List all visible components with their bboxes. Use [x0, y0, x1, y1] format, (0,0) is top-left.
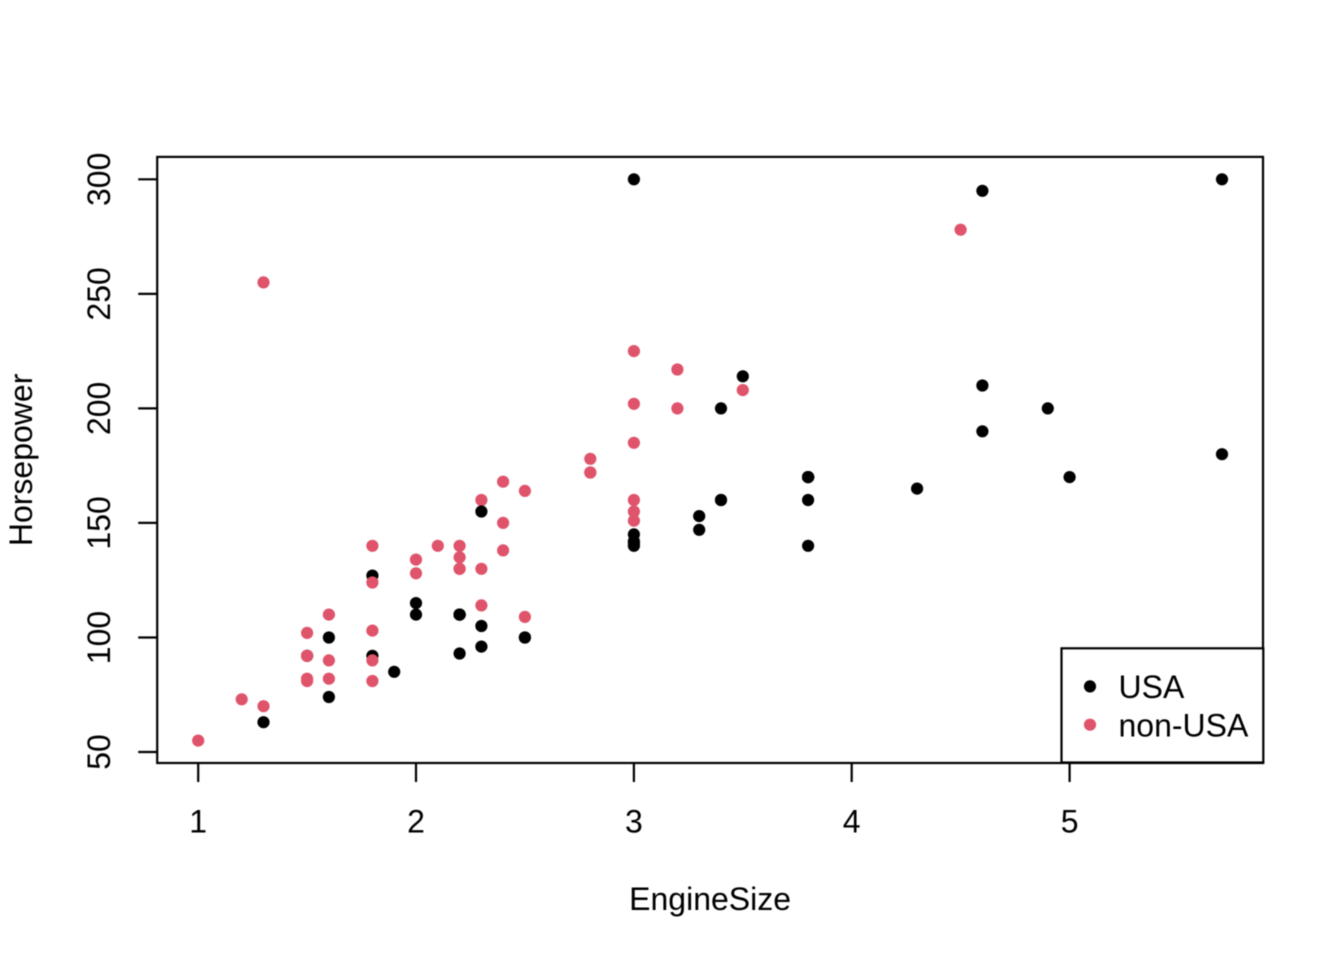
svg-text:50: 50: [81, 734, 117, 770]
svg-text:300: 300: [81, 153, 117, 206]
svg-text:EngineSize: EngineSize: [629, 881, 791, 917]
svg-text:250: 250: [81, 267, 117, 320]
svg-text:100: 100: [81, 611, 117, 664]
svg-text:2: 2: [407, 804, 425, 840]
svg-text:4: 4: [843, 804, 861, 840]
svg-text:3: 3: [625, 804, 643, 840]
svg-text:USA: USA: [1119, 669, 1185, 705]
svg-text:1: 1: [189, 804, 207, 840]
svg-text:Horsepower: Horsepower: [3, 373, 39, 546]
svg-text:200: 200: [81, 382, 117, 435]
svg-text:5: 5: [1061, 804, 1079, 840]
svg-text:150: 150: [81, 496, 117, 549]
svg-text:non-USA: non-USA: [1119, 708, 1250, 744]
